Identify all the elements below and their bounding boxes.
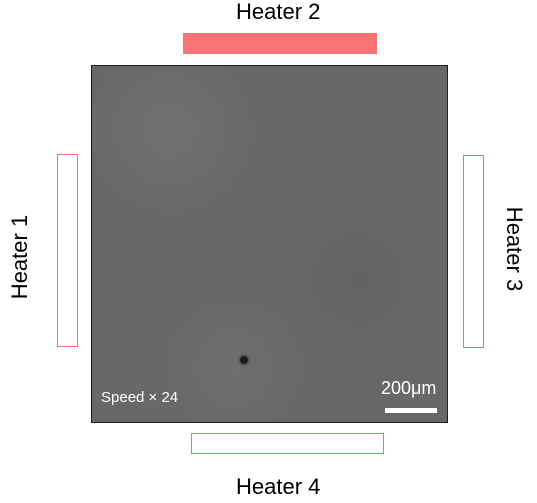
heater-2 — [183, 33, 377, 54]
speed-label: Speed × 24 — [101, 389, 179, 406]
heater-4-label: Heater 4 — [236, 474, 321, 499]
scale-bar-label: 200μm — [381, 378, 437, 398]
scale-bar — [385, 408, 437, 413]
heater-3 — [463, 155, 484, 348]
particle — [240, 356, 248, 364]
heater-2-label: Heater 2 — [236, 0, 321, 24]
heater-1-label: Heater 1 — [7, 214, 32, 300]
heater-4 — [191, 433, 384, 454]
heater-3-label: Heater 3 — [502, 206, 527, 292]
micrograph-image: Speed × 24 200μm — [91, 65, 448, 423]
heater-1 — [57, 154, 78, 347]
